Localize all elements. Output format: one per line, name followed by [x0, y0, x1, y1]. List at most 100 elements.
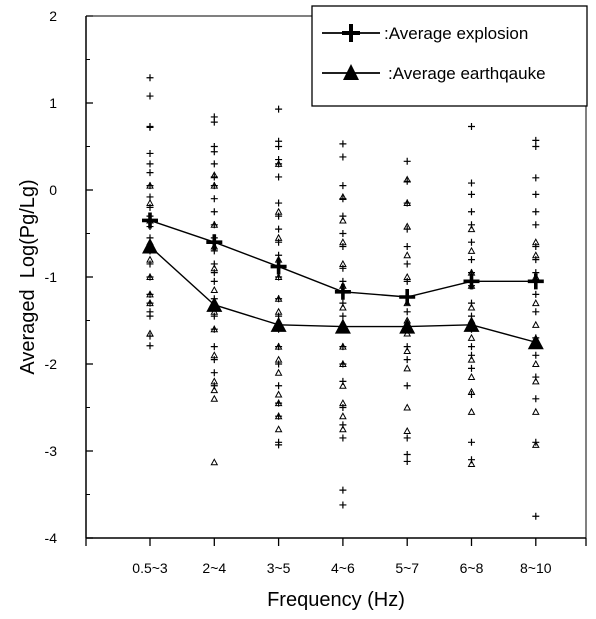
explosion-point [146, 92, 154, 100]
x-tick-label: 5~7 [395, 560, 419, 576]
earthquake-point [146, 272, 154, 280]
earthquake-point [146, 329, 154, 337]
earthquake-point [146, 299, 154, 307]
earthquake-average-marker [206, 296, 223, 312]
earthquake-point [467, 407, 476, 415]
y-axis-title: Averaged Log(Pg/Lg) [17, 179, 39, 374]
explosion-point [403, 382, 411, 390]
x-tick-label: 6~8 [460, 560, 484, 576]
explosion-point [532, 290, 540, 298]
earthquake-point [531, 238, 540, 246]
earthquake-point [210, 458, 219, 466]
earthquake-average-marker [527, 334, 544, 350]
earthquake-point [403, 175, 412, 183]
explosion-point [146, 149, 154, 157]
explosion-point [210, 208, 218, 216]
explosion-point [532, 136, 540, 144]
earthquake-point [210, 181, 219, 189]
y-tick-label: 1 [49, 95, 57, 111]
earthquake-point [467, 303, 476, 311]
earthquake-point [531, 251, 540, 259]
legend-earthquake-triangle-icon [343, 64, 359, 80]
explosion-average-marker [527, 273, 544, 290]
earthquake-point [274, 233, 283, 241]
earthquake-point [210, 351, 219, 359]
earthquake-average-marker [463, 316, 480, 332]
explosion-point [468, 256, 475, 264]
y-tick-label: 0 [49, 182, 57, 198]
explosion-point [146, 160, 154, 168]
earthquake-average-marker [399, 318, 416, 334]
earthquake-point [274, 294, 283, 302]
explosion-point [532, 308, 540, 316]
earthquake-point [146, 255, 154, 263]
scatter-points [146, 74, 540, 520]
y-tick-label: -3 [45, 443, 58, 459]
earthquake-point [274, 355, 283, 363]
x-axis-title: Frequency (Hz) [267, 589, 405, 611]
explosion-point [532, 190, 540, 198]
y-tick-label: -1 [45, 269, 58, 285]
earthquake-point [274, 272, 283, 280]
explosion-average-marker [270, 258, 287, 275]
earthquake-point [403, 251, 412, 259]
explosion-point [210, 277, 218, 285]
earthquake-point [210, 220, 219, 228]
earthquake-point [210, 386, 219, 394]
earthquake-point [531, 299, 540, 307]
explosion-point [468, 238, 475, 246]
y-tick-label: 2 [49, 8, 57, 24]
x-tick-label: 4~6 [331, 560, 355, 576]
explosion-point [532, 512, 540, 520]
earthquake-point [531, 320, 540, 328]
earthquake-point [210, 286, 219, 294]
earthquake-point [467, 333, 476, 341]
earthquake-point [339, 259, 347, 267]
explosion-average-marker [334, 283, 351, 300]
explosion-point [403, 450, 411, 458]
legend-box [311, 5, 588, 107]
explosion-point [146, 312, 154, 320]
x-tick-label: 2~4 [202, 560, 226, 576]
earthquake-point [339, 412, 347, 420]
explosion-point [339, 486, 347, 494]
explosion-point [403, 356, 411, 364]
earthquake-point [403, 199, 412, 207]
earthquake-point [210, 394, 219, 402]
earthquake-point [210, 264, 219, 272]
earthquake-point [531, 407, 540, 415]
x-tick-label: 3~5 [267, 560, 291, 576]
explosion-average-marker [463, 273, 480, 290]
explosion-point [468, 299, 475, 307]
explosion-point [339, 230, 347, 237]
explosion-point [339, 153, 347, 161]
explosion-point [146, 169, 154, 177]
explosion-point [403, 457, 411, 465]
earthquake-point [210, 377, 219, 385]
explosion-point [339, 501, 347, 509]
earthquake-point [339, 303, 347, 311]
y-tick-label: -4 [45, 530, 58, 546]
legend: :Average explosion :Average earthqauke [311, 5, 588, 107]
explosion-point [403, 260, 411, 268]
explosion-point [339, 182, 347, 190]
explosion-point [468, 343, 475, 351]
earthquake-point [146, 199, 154, 207]
earthquake-point [146, 181, 154, 189]
explosion-point [403, 308, 411, 316]
earthquake-point [467, 355, 476, 363]
earthquake-average-marker [334, 318, 351, 334]
explosion-point [468, 438, 475, 446]
explosion-point [210, 118, 218, 126]
earthquake-point [210, 325, 219, 333]
explosion-point [468, 179, 475, 187]
earthquake-point [403, 222, 412, 230]
explosion-point [532, 395, 540, 403]
x-tick-label: 8~10 [520, 560, 552, 576]
earthquake-point [274, 412, 283, 420]
explosion-point [146, 74, 154, 82]
earthquake-point [467, 225, 476, 233]
explosion-point [275, 441, 283, 449]
earthquake-point [403, 272, 412, 280]
